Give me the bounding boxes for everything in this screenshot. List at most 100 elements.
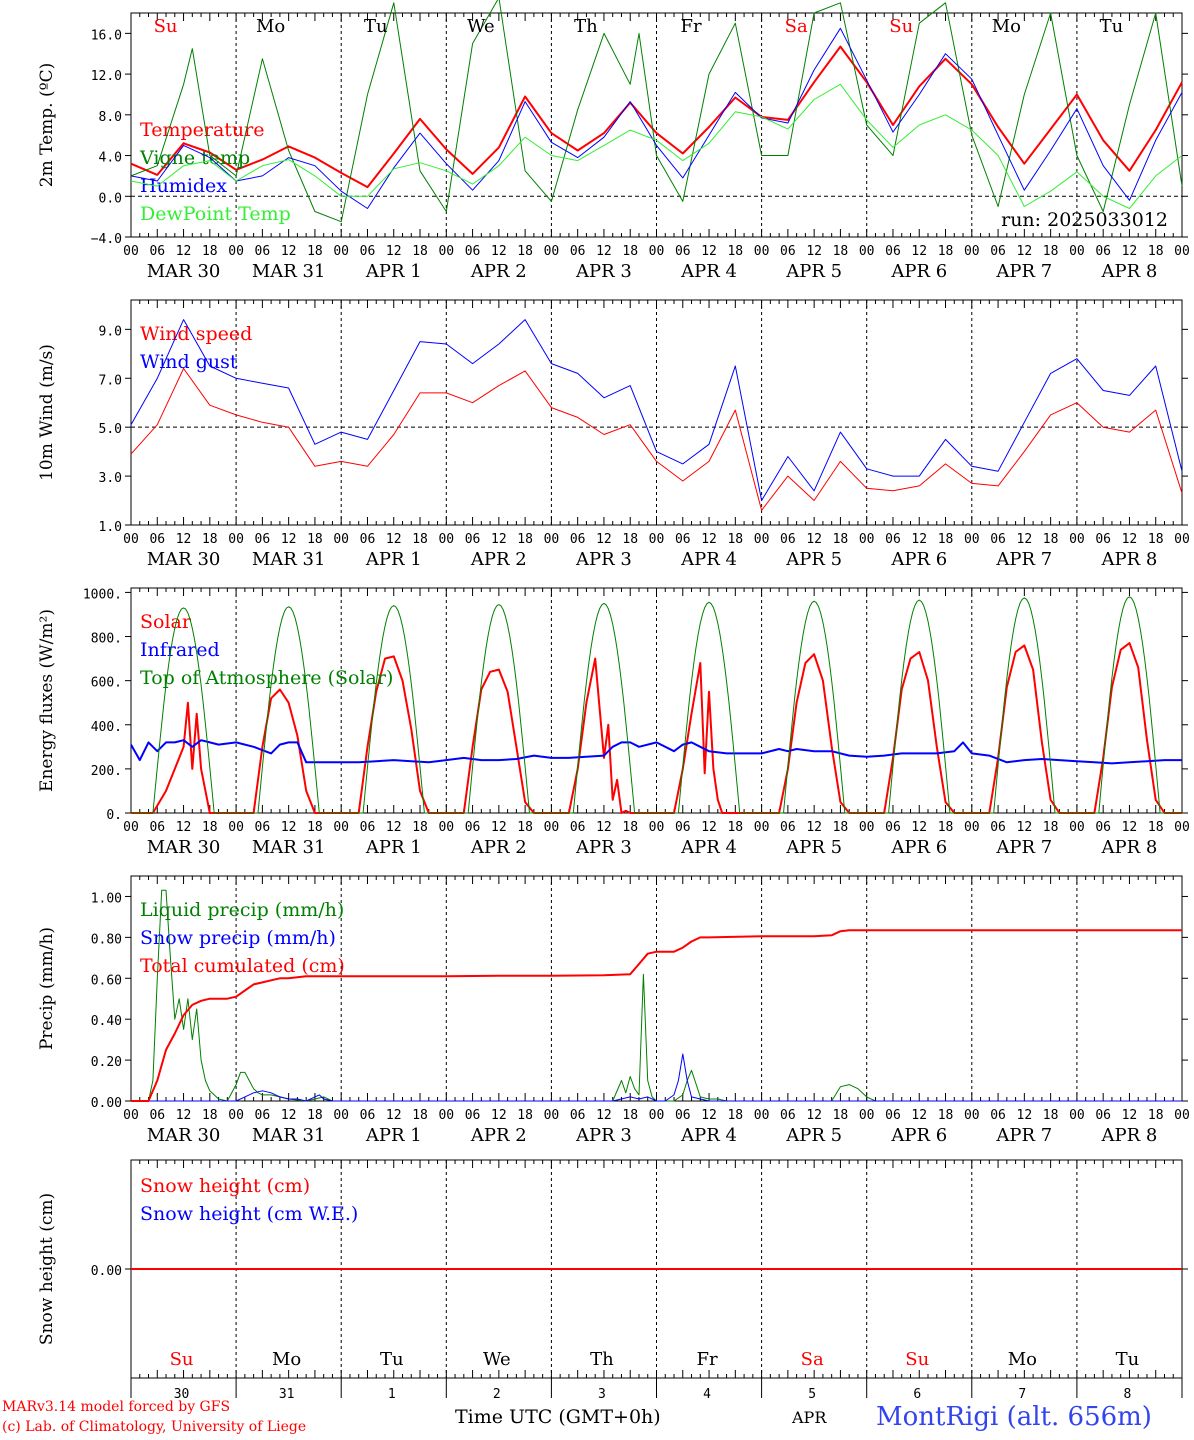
panel5-day-number: 8	[1124, 1387, 1132, 1402]
panel1-hour-label: 12	[806, 244, 822, 259]
panel2-hour-label: 18	[202, 532, 218, 547]
panel4-legend-0: Liquid precip (mm/h)	[140, 899, 344, 921]
panel1-hour-label: 12	[176, 244, 192, 259]
panel1-day-name: We	[467, 16, 495, 37]
panel4-ytick-label: 0.80	[91, 932, 122, 947]
panel2-hour-label: 12	[281, 532, 297, 547]
panel2-hour-label: 12	[176, 532, 192, 547]
panel1-hour-label: 12	[281, 244, 297, 259]
panel3-hour-label: 06	[465, 820, 481, 835]
panel4-hour-label: 00	[438, 1108, 454, 1123]
panel2-hour-label: 18	[727, 532, 743, 547]
panel5-day-name: Fr	[697, 1349, 718, 1370]
panel1-hour-label: 18	[202, 244, 218, 259]
panel1-date-label: APR 8	[1101, 261, 1158, 282]
panel2-hour-label: 18	[412, 532, 428, 547]
panel4-ytick-label: 0.20	[91, 1055, 122, 1070]
panel4-hour-label: 00	[1174, 1108, 1190, 1123]
panel3-frame	[130, 587, 1183, 814]
panel2-ylabel: 10m Wind (m/s)	[37, 344, 57, 481]
panel3-hour-label: 06	[570, 820, 586, 835]
panel2-hour-label: 06	[149, 532, 165, 547]
panel3-legend-2: Top of Atmosphere (Solar)	[140, 667, 393, 689]
panel2-hour-label: 06	[255, 532, 271, 547]
panel5-day-name: Su	[170, 1349, 194, 1370]
panel2-date-label: APR 7	[995, 549, 1052, 570]
panel2-date-label: APR 1	[365, 549, 422, 570]
panel4-hour-label: 18	[517, 1108, 533, 1123]
panel3-hour-label: 00	[123, 820, 139, 835]
panel1-hour-label: 18	[833, 244, 849, 259]
panel4-hour-label: 18	[1043, 1108, 1059, 1123]
panel4-hour-label: 12	[806, 1108, 822, 1123]
panel1-hour-label: 18	[517, 244, 533, 259]
panel3-hour-label: 00	[754, 820, 770, 835]
panel4-hour-label: 06	[149, 1108, 165, 1123]
panel2-hour-label: 12	[491, 532, 507, 547]
panel2-hour-label: 12	[596, 532, 612, 547]
panel4-hour-label: 00	[649, 1108, 665, 1123]
panel3-hour-label: 06	[780, 820, 796, 835]
panel1-date-label: APR 3	[575, 261, 632, 282]
panel1-legend-0: Temperature	[140, 119, 264, 141]
panel2-hour-label: 00	[1069, 532, 1085, 547]
panel3-series-1-line	[130, 739, 1182, 765]
panel2-hour-label: 18	[517, 532, 533, 547]
panel2-hour-label: 00	[649, 532, 665, 547]
panel2-hour-label: 12	[806, 532, 822, 547]
panel2-hour-label: 06	[360, 532, 376, 547]
panel2-hour-label: 00	[859, 532, 875, 547]
panel2-hour-label: 06	[570, 532, 586, 547]
panel2-hour-label: 12	[1017, 532, 1033, 547]
panel4-hour-label: 18	[307, 1108, 323, 1123]
panel4-legend-2: Total cumulated (cm)	[140, 955, 345, 977]
panel5-day-number: 5	[808, 1387, 816, 1402]
panel4-series-0-line	[131, 889, 1182, 1102]
panel3-hour-label: 12	[806, 820, 822, 835]
panel3-hour-label: 00	[859, 820, 875, 835]
panel2-hour-label: 18	[622, 532, 638, 547]
panel3-ytick-label: 400.	[91, 720, 122, 735]
panel3-date-label: APR 7	[995, 837, 1052, 858]
panel5-day-name: Tu	[1116, 1349, 1140, 1370]
panel1-hour-label: 00	[649, 244, 665, 259]
panel2-ytick-label: 5.0	[99, 422, 122, 437]
panel2-date-label: MAR 31	[252, 549, 326, 570]
panel4-hour-label: 00	[123, 1108, 139, 1123]
panel2-date-label: APR 8	[1101, 549, 1158, 570]
panel1-ytick-label: 16.0	[91, 28, 122, 43]
panel3-hour-label: 00	[333, 820, 349, 835]
panel3-hour-label: 12	[1017, 820, 1033, 835]
panel3-date-label: APR 3	[575, 837, 632, 858]
panel4-date-label: APR 4	[680, 1125, 737, 1146]
panel5-legend-0: Snow height (cm)	[140, 1175, 310, 1197]
panel1-day-name: Th	[574, 16, 598, 37]
panel3-ytick-label: 600.	[91, 676, 122, 691]
panel2-hour-label: 18	[307, 532, 323, 547]
panel1-hour-label: 06	[255, 244, 271, 259]
panel1-hour-label: 18	[1043, 244, 1059, 259]
panel2-frame	[130, 299, 1183, 526]
panel2-hour-label: 06	[465, 532, 481, 547]
panel5-day-number: 6	[913, 1387, 921, 1402]
panel2-hour-label: 00	[964, 532, 980, 547]
panel2-hour-label: 12	[911, 532, 927, 547]
panel5-day-number: 7	[1018, 1387, 1026, 1402]
panel1-hour-label: 18	[938, 244, 954, 259]
panel4-ytick-label: 0.40	[91, 1014, 122, 1029]
panel4-hour-label: 18	[727, 1108, 743, 1123]
panel2-date-label: APR 5	[785, 549, 842, 570]
panel4-hour-label: 18	[833, 1108, 849, 1123]
panel4-hour-label: 00	[859, 1108, 875, 1123]
panel3-hour-label: 00	[649, 820, 665, 835]
panel4-hour-label: 12	[176, 1108, 192, 1123]
panel1-series-3-line	[130, 83, 1183, 209]
panel3-date-label: APR 4	[680, 837, 737, 858]
panel4-date-label: APR 1	[365, 1125, 422, 1146]
panel4-date-label: APR 8	[1101, 1125, 1158, 1146]
panel3-date-label: APR 8	[1101, 837, 1158, 858]
panel1-date-label: APR 5	[785, 261, 842, 282]
panel1-series-2-line	[130, 27, 1183, 209]
panel4-date-label: APR 2	[470, 1125, 527, 1146]
